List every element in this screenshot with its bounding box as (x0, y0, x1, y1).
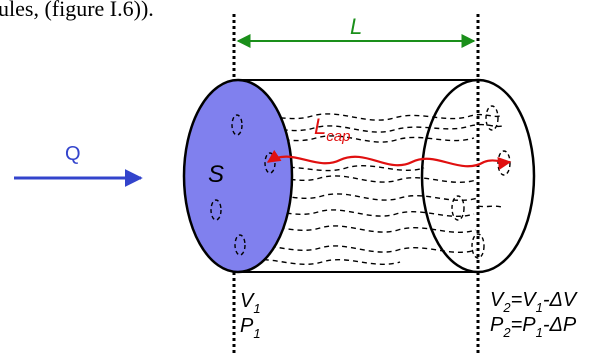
section-label: S (208, 161, 224, 188)
outlet-velocity-label: V2=V1-ΔV (490, 289, 578, 315)
outlet-pressure-label: P2=P1-ΔP (490, 314, 577, 340)
capillary-length-arrow (266, 149, 512, 171)
length-label: L (350, 14, 362, 39)
inlet-section-face (182, 78, 294, 274)
outlet-face (420, 78, 536, 274)
capillary-length-label: Lcap (314, 114, 350, 145)
flow-label: Q (65, 143, 81, 165)
inlet-pressure-label: P1 (240, 315, 261, 341)
caption-fragment: ules, (figure I.6)). (0, 0, 154, 21)
inlet-velocity-label: V1 (240, 290, 261, 316)
